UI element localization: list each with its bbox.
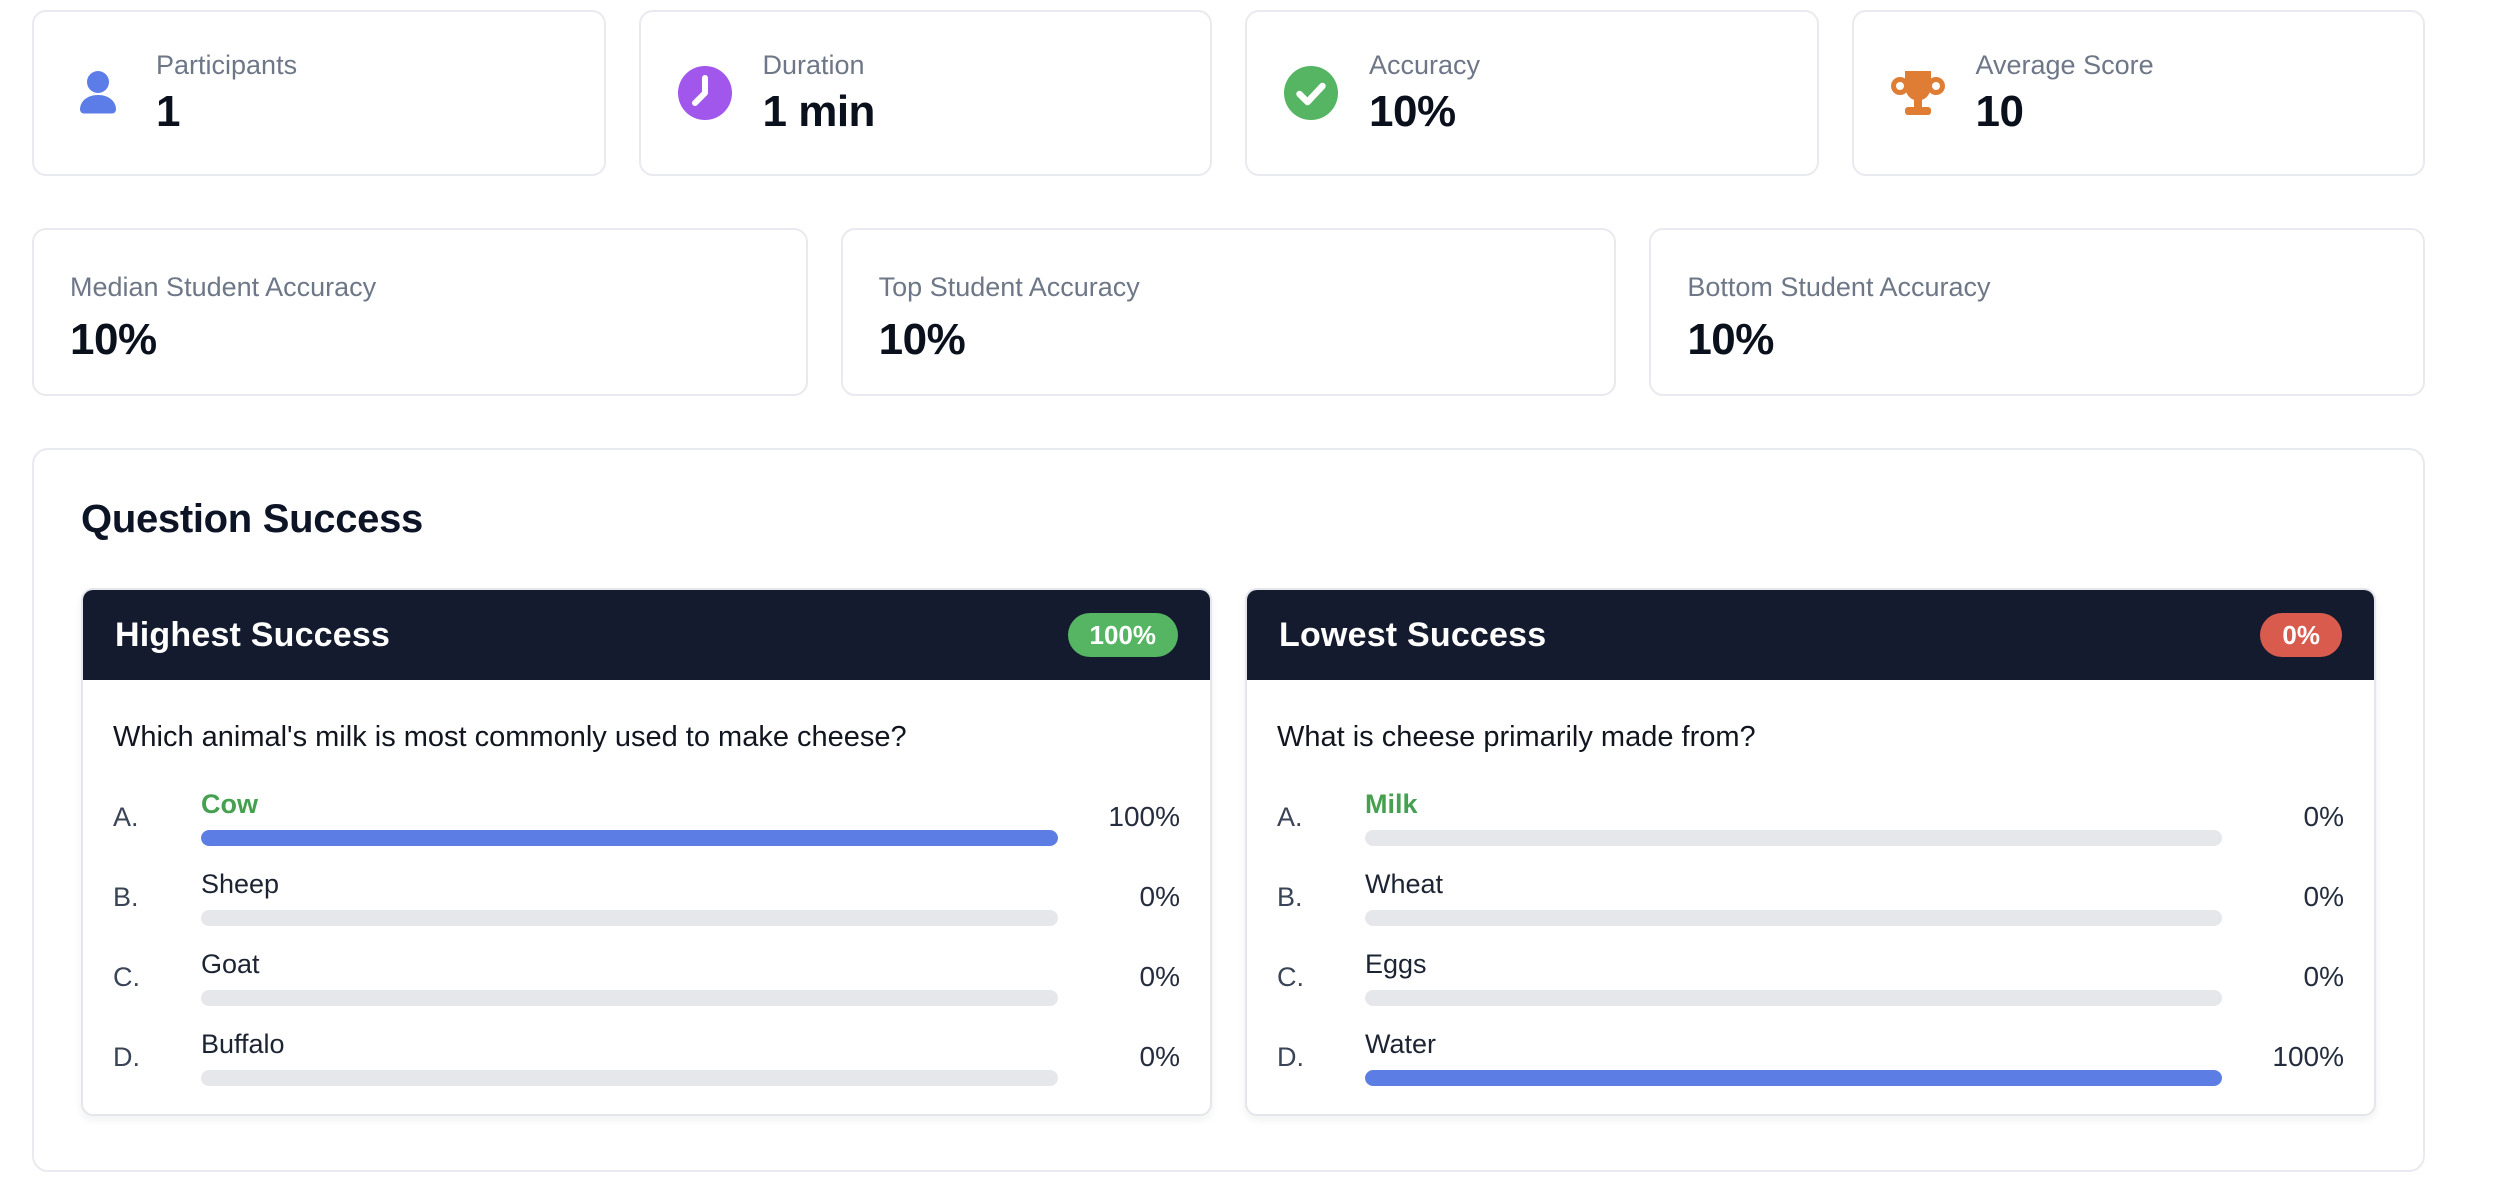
question-text: What is cheese primarily made from? bbox=[1277, 721, 1756, 753]
answer-option-row: B. Sheep 0% bbox=[113, 868, 1180, 926]
stat-text: Average Score 10 bbox=[1976, 50, 2154, 137]
option-percent: 0% bbox=[1139, 881, 1180, 912]
stat-card-top-student-accuracy: Top Student Accuracy 10% bbox=[840, 228, 1617, 396]
option-bar-fill bbox=[1365, 1070, 2222, 1086]
option-letter: D. bbox=[113, 1041, 140, 1072]
option-percent: 100% bbox=[2272, 1041, 2344, 1072]
stat-text: Duration 1 min bbox=[762, 49, 876, 137]
answer-option-row: D. Buffalo 0% bbox=[113, 1028, 1180, 1086]
stat-card-median-student-accuracy: Median Student Accuracy 10% bbox=[32, 228, 808, 396]
stat-card-bottom-student-accuracy: Bottom Student Accuracy 10% bbox=[1649, 228, 2425, 396]
option-bar-track bbox=[1365, 830, 2222, 846]
primary-stats-row: Participants 1 Duration 1 min Accuracy 1… bbox=[32, 10, 2425, 176]
stat-card-accuracy: Accuracy 10% bbox=[1245, 10, 1819, 176]
stat-text: Participants 1 bbox=[156, 50, 297, 137]
highest-success-card: Highest Success 100% Which animal's milk… bbox=[81, 588, 1212, 1116]
stat-text: Accuracy 10% bbox=[1369, 50, 1480, 137]
question-card-heading: Highest Success bbox=[115, 615, 391, 654]
option-percent: 0% bbox=[1139, 1041, 1180, 1072]
person-icon bbox=[80, 71, 116, 114]
question-text: Which animal's milk is most commonly use… bbox=[113, 721, 907, 753]
option-main: Sheep bbox=[201, 868, 1058, 926]
option-letter: A. bbox=[113, 801, 139, 832]
answer-option-row: D. Water 100% bbox=[1277, 1028, 2344, 1086]
option-bar-track bbox=[201, 910, 1058, 926]
success-rate-badge: 0% bbox=[2260, 612, 2342, 658]
stat-label: Average Score bbox=[1975, 49, 2154, 80]
option-bar-track bbox=[201, 1070, 1058, 1086]
report-dashboard: Participants 1 Duration 1 min Accuracy 1… bbox=[32, 10, 2425, 1172]
stat-value: 10% bbox=[878, 315, 966, 364]
option-label: Goat bbox=[201, 949, 260, 979]
option-bar-track bbox=[1365, 1070, 2222, 1086]
section-title: Question Success bbox=[81, 497, 423, 541]
success-rate-badge: 100% bbox=[1067, 612, 1178, 658]
option-main: Eggs bbox=[1365, 948, 2222, 1006]
answer-option-row: B. Wheat 0% bbox=[1277, 868, 2344, 926]
option-label: Eggs bbox=[1365, 949, 1427, 979]
option-main: Goat bbox=[201, 948, 1058, 1006]
option-label: Water bbox=[1365, 1029, 1437, 1059]
stat-label: Participants bbox=[156, 49, 298, 80]
answer-option-row: C. Goat 0% bbox=[113, 948, 1180, 1006]
stat-label: Bottom Student Accuracy bbox=[1687, 272, 1991, 302]
stat-value: 10% bbox=[70, 315, 157, 364]
option-main: Milk bbox=[1365, 788, 2222, 846]
stat-value: 1 bbox=[156, 86, 180, 136]
option-bar-track bbox=[1365, 910, 2222, 926]
option-percent: 0% bbox=[2303, 801, 2344, 832]
option-bar-fill bbox=[201, 830, 1058, 846]
option-main: Wheat bbox=[1365, 868, 2222, 926]
option-letter: A. bbox=[1277, 801, 1303, 832]
answer-option-row: A. Cow 100% bbox=[113, 788, 1180, 846]
stat-label: Median Student Accuracy bbox=[70, 272, 377, 302]
lowest-success-card: Lowest Success 0% What is cheese primari… bbox=[1245, 588, 2376, 1116]
stat-value: 10% bbox=[1369, 86, 1456, 136]
question-cards-grid: Highest Success 100% Which animal's milk… bbox=[81, 588, 2376, 1116]
option-letter: B. bbox=[1277, 881, 1303, 912]
option-percent: 100% bbox=[1108, 801, 1180, 832]
trophy-icon bbox=[1890, 71, 1945, 115]
answer-options: A. Milk 0% B. W bbox=[1277, 788, 2344, 1086]
option-bar-track bbox=[201, 990, 1058, 1006]
check-icon bbox=[1284, 66, 1338, 120]
option-main: Buffalo bbox=[201, 1028, 1058, 1086]
stat-card-duration: Duration 1 min bbox=[638, 10, 1212, 176]
question-card-body: What is cheese primarily made from? A. M… bbox=[1247, 680, 2374, 1114]
option-percent: 0% bbox=[2303, 881, 2344, 912]
stat-card-participants: Participants 1 bbox=[32, 10, 606, 176]
option-letter: B. bbox=[113, 881, 139, 912]
stat-label: Duration bbox=[762, 49, 865, 80]
question-card-heading: Lowest Success bbox=[1279, 615, 1547, 654]
stat-value: 10 bbox=[1975, 86, 2024, 136]
option-label: Sheep bbox=[201, 869, 280, 899]
option-label: Wheat bbox=[1365, 869, 1444, 899]
stat-value: 10% bbox=[1687, 315, 1774, 364]
clock-icon bbox=[677, 66, 732, 120]
answer-options: A. Cow 100% B. bbox=[113, 788, 1180, 1086]
question-card-body: Which animal's milk is most commonly use… bbox=[83, 680, 1210, 1114]
option-label: Cow bbox=[201, 789, 258, 819]
option-letter: C. bbox=[113, 961, 140, 992]
option-label: Buffalo bbox=[201, 1029, 285, 1059]
option-percent: 0% bbox=[2303, 961, 2344, 992]
answer-option-row: A. Milk 0% bbox=[1277, 788, 2344, 846]
option-letter: D. bbox=[1277, 1041, 1304, 1072]
stat-value: 1 min bbox=[762, 86, 876, 136]
option-bar-track bbox=[1365, 990, 2222, 1006]
question-card-header: Highest Success 100% bbox=[83, 590, 1210, 680]
stat-label: Top Student Accuracy bbox=[878, 272, 1140, 302]
answer-option-row: C. Eggs 0% bbox=[1277, 948, 2344, 1006]
option-label: Milk bbox=[1365, 789, 1418, 819]
option-letter: C. bbox=[1277, 961, 1304, 992]
stat-label: Accuracy bbox=[1369, 49, 1481, 80]
option-bar-track bbox=[201, 830, 1058, 846]
option-percent: 0% bbox=[1139, 961, 1180, 992]
secondary-stats-row: Median Student Accuracy 10% Top Student … bbox=[32, 228, 2425, 396]
question-success-section: Question Success Highest Success 100% Wh… bbox=[32, 448, 2425, 1172]
option-main: Water bbox=[1365, 1028, 2222, 1086]
stat-card-average-score: Average Score 10 bbox=[1851, 10, 2425, 176]
question-card-header: Lowest Success 0% bbox=[1247, 590, 2374, 680]
option-main: Cow bbox=[201, 788, 1058, 846]
